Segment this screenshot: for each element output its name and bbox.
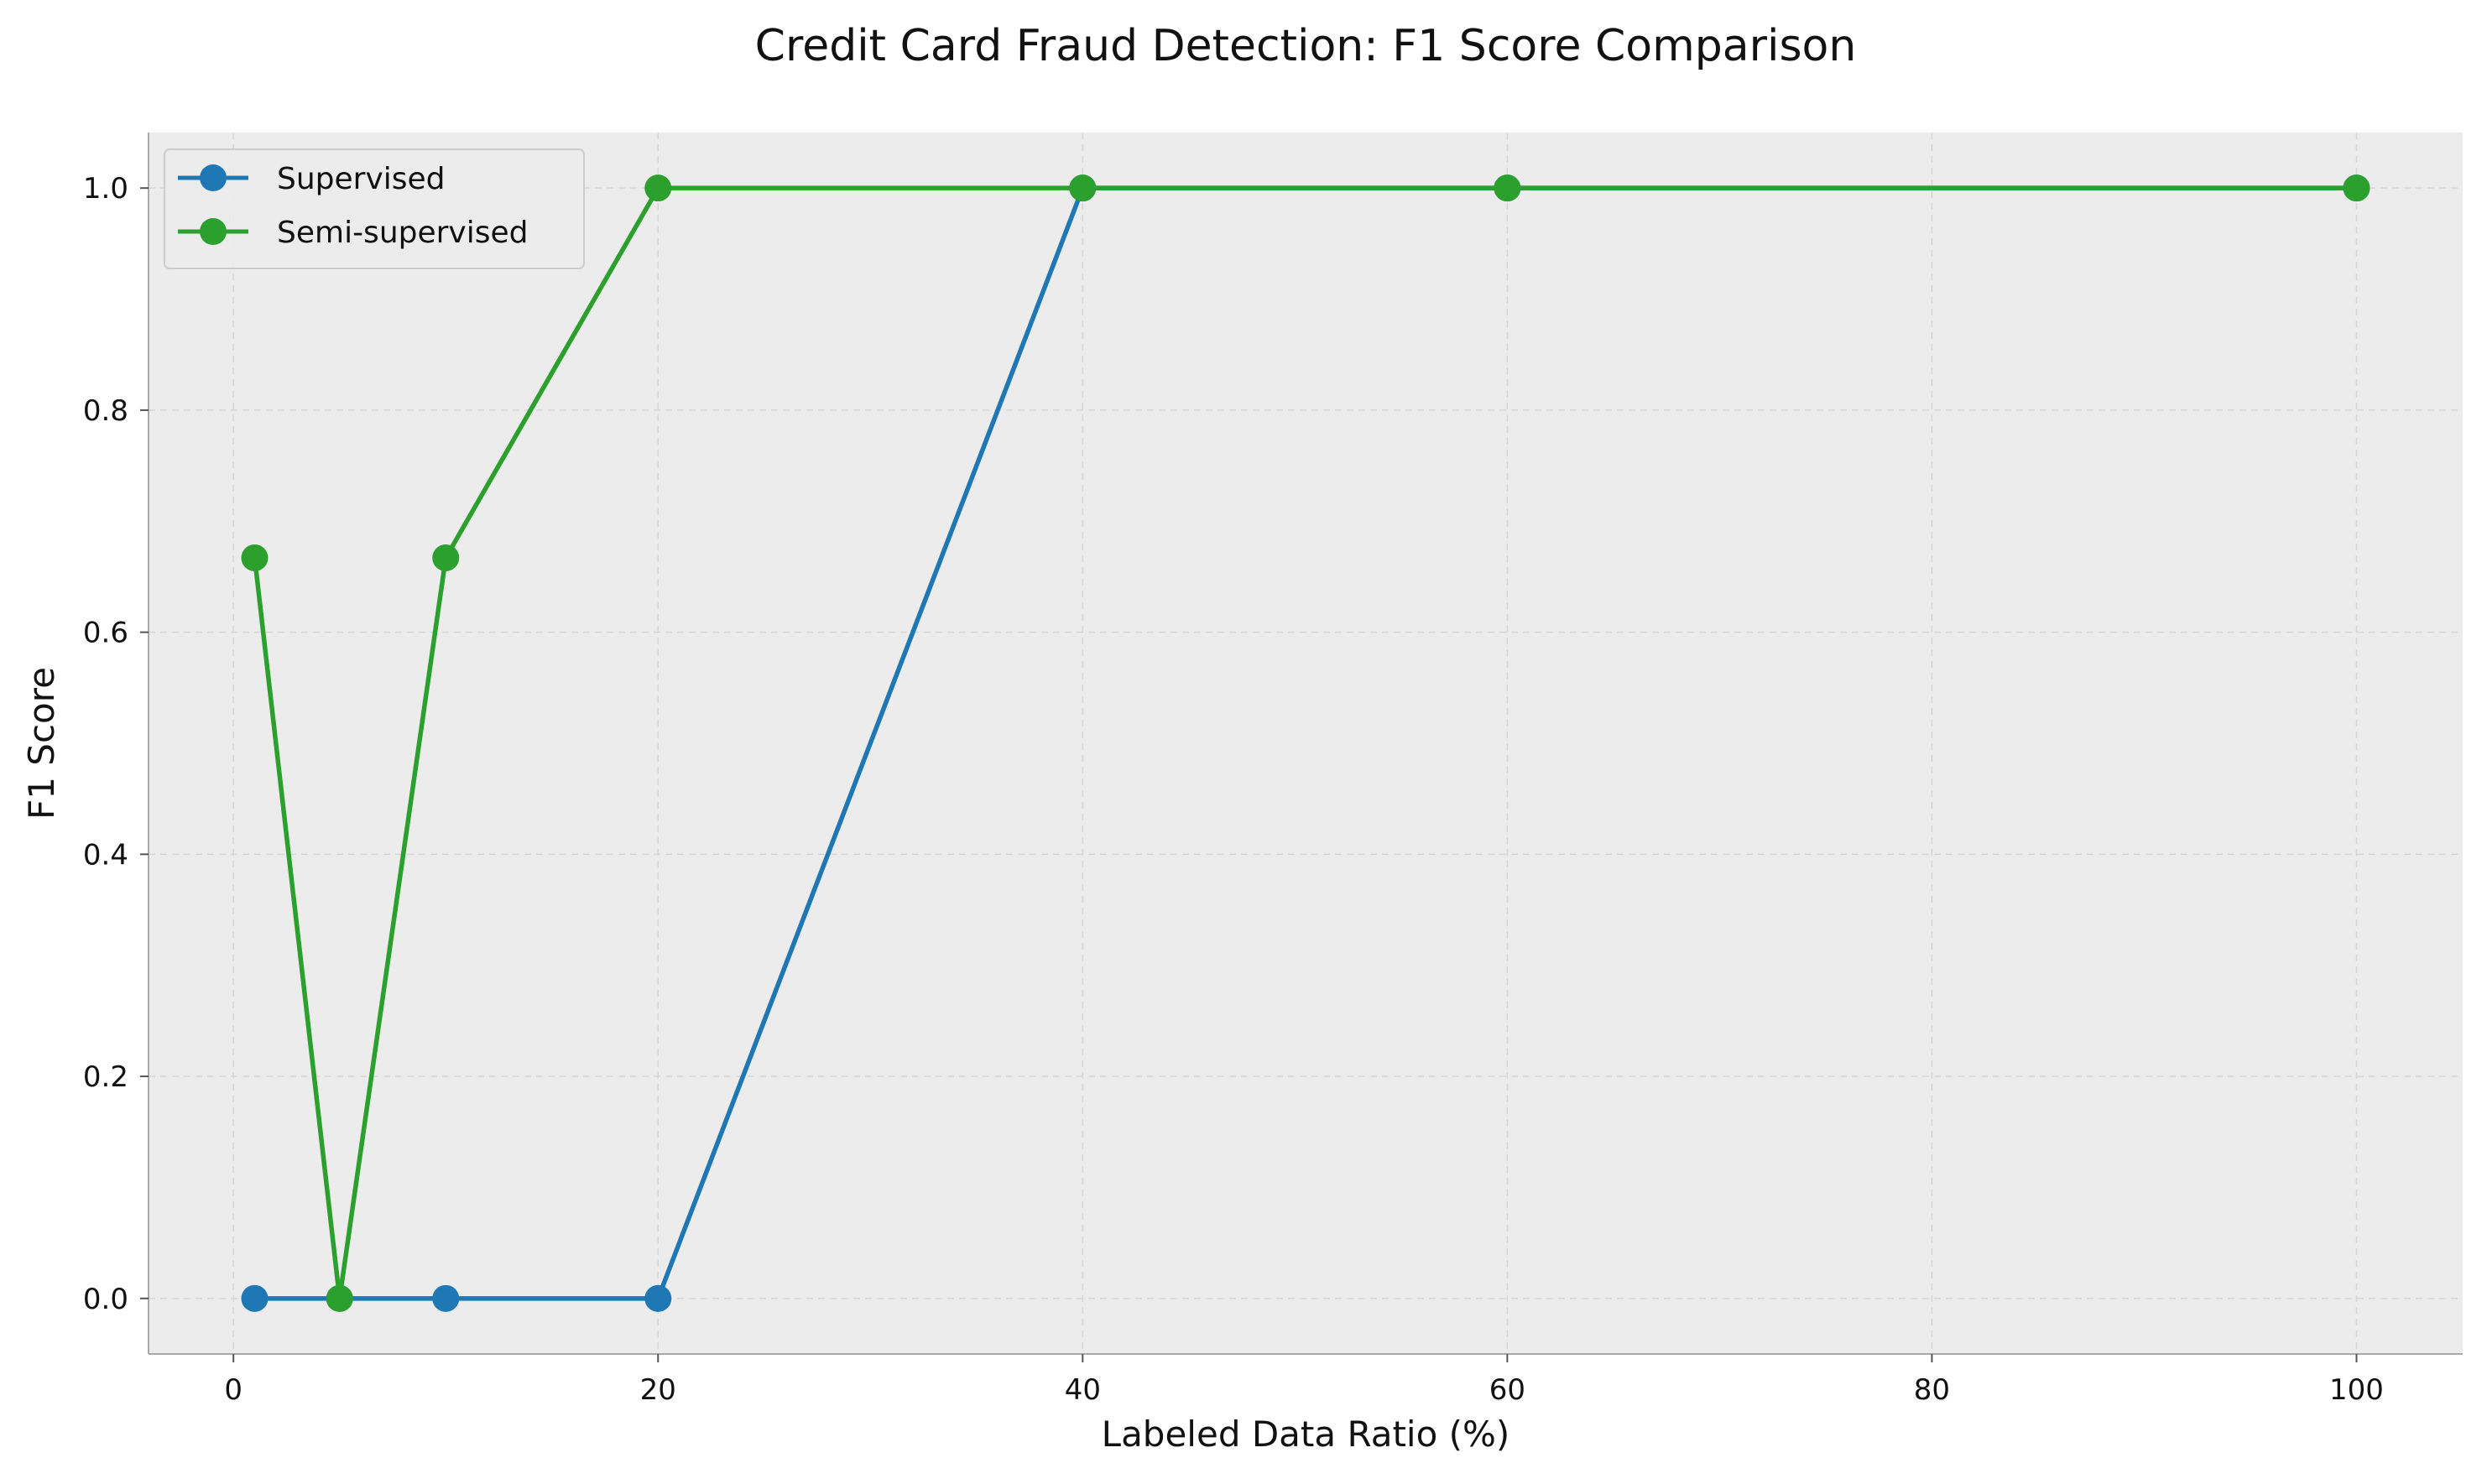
grid xyxy=(149,133,2463,1354)
series-semi-supervised xyxy=(241,174,2370,1312)
data-point-supervised xyxy=(432,1284,460,1312)
axes xyxy=(148,133,2463,1355)
legend-box xyxy=(164,148,585,269)
data-point-semi-supervised xyxy=(326,1284,353,1312)
x-tick-label: 0 xyxy=(224,1373,242,1407)
legend-entry-semi-supervised: Semi-supervised xyxy=(178,216,529,250)
data-point-semi-supervised xyxy=(432,544,460,571)
data-point-supervised xyxy=(644,1284,672,1312)
x-tick-label: 40 xyxy=(1065,1373,1101,1407)
ticks: 0 20 40 60 80 100 0.0 0.2 0.4 0.6 0.8 1.0 xyxy=(83,172,2384,1407)
data-point-supervised xyxy=(241,1284,269,1312)
y-tick-label: 0.4 xyxy=(83,838,128,872)
y-tick-label: 0.8 xyxy=(83,394,128,428)
y-tick-label: 0.2 xyxy=(83,1060,128,1094)
chart-title: Credit Card Fraud Detection: F1 Score Co… xyxy=(755,21,1857,71)
x-tick-label: 60 xyxy=(1489,1373,1525,1407)
data-point-semi-supervised xyxy=(2343,174,2370,202)
legend-label-semi-supervised: Semi-supervised xyxy=(277,216,529,250)
y-tick-label: 1.0 xyxy=(83,172,128,206)
y-tick-label: 0.0 xyxy=(83,1283,128,1316)
plot-area xyxy=(149,133,2463,1354)
legend-label-supervised: Supervised xyxy=(277,162,446,196)
legend-entry-supervised: Supervised xyxy=(178,162,446,196)
data-point-semi-supervised xyxy=(644,174,672,202)
y-tick-label: 0.6 xyxy=(83,617,128,650)
legend-marker-semi-supervised xyxy=(200,218,227,245)
y-axis-title: F1 Score xyxy=(21,667,62,820)
x-axis-title: Labeled Data Ratio (%) xyxy=(1102,1414,1510,1455)
legend: Supervised Semi-supervised xyxy=(164,148,585,269)
x-tick-label: 20 xyxy=(640,1373,676,1407)
legend-marker-supervised xyxy=(200,164,227,191)
data-point-semi-supervised xyxy=(1494,174,1521,202)
series xyxy=(241,174,2370,1312)
data-point-semi-supervised xyxy=(1069,174,1097,202)
x-tick-label: 100 xyxy=(2329,1373,2384,1407)
data-point-semi-supervised xyxy=(241,544,269,571)
x-tick-label: 80 xyxy=(1914,1373,1950,1407)
